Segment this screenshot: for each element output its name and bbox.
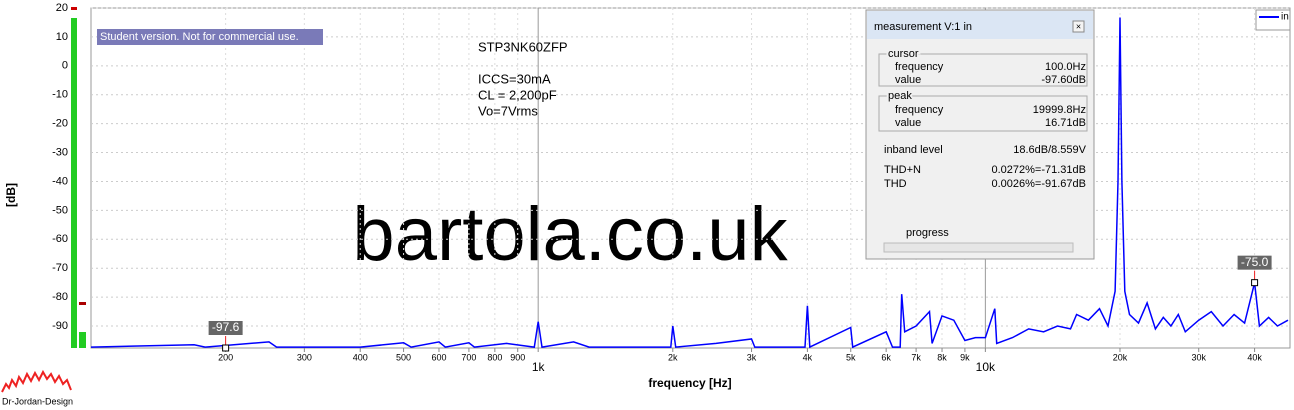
field-value: 0.0272%=-71.31dB: [992, 164, 1087, 176]
level-peak: [79, 302, 86, 305]
level-peak: [71, 7, 77, 10]
marker: [1251, 279, 1259, 287]
x-tick-label: 900: [510, 352, 525, 362]
legend-label: in: [1281, 12, 1289, 23]
y-tick-label: -70: [52, 262, 68, 274]
field-value: 16.71dB: [1045, 117, 1086, 129]
y-tick-label: 0: [62, 60, 68, 72]
y-tick-label: -30: [52, 146, 68, 158]
x-tick-label: 400: [353, 352, 368, 362]
marker: [222, 344, 230, 352]
level-meter: [71, 18, 77, 348]
field-label: inband level: [884, 144, 943, 156]
field-label: frequency: [895, 104, 944, 116]
plot-area: [90, 7, 1291, 349]
logo-mark: [1, 369, 72, 393]
y-tick-label: 10: [56, 31, 68, 43]
x-tick-label: 7k: [911, 352, 921, 362]
y-tick-label: 20: [56, 2, 68, 14]
field-label: value: [895, 74, 921, 86]
field-label: THD+N: [884, 164, 921, 176]
measurement-panel: measurement V:1 in × cursor frequency 10…: [865, 9, 1095, 260]
x-tick-label: 10k: [976, 360, 996, 374]
panel-titlebar: [867, 11, 1093, 39]
y-tick-label: -40: [52, 175, 68, 187]
annotation: Vo=7Vrms: [478, 103, 538, 118]
field-value: 19999.8Hz: [1033, 104, 1086, 116]
watermark: bartola.co.uk: [352, 192, 788, 277]
x-axis-label: frequency [Hz]: [648, 376, 731, 390]
x-tick-label: 6k: [881, 352, 891, 362]
field-value: 0.0026%=-91.67dB: [992, 178, 1087, 190]
marker-label-bg: [208, 321, 243, 335]
x-tick-label: 700: [461, 352, 476, 362]
group-title: peak: [888, 90, 912, 102]
y-tick-label: -50: [52, 204, 68, 216]
notice: Student version. Not for commercial use.: [100, 31, 299, 43]
annotation: ICCS=30mA: [478, 71, 551, 86]
x-tick-label: 8k: [937, 352, 947, 362]
group-title: cursor: [888, 48, 919, 60]
y-tick-label: -20: [52, 118, 68, 130]
field-label: THD: [884, 178, 907, 190]
y-axis-label: [dB]: [4, 183, 18, 207]
x-tick-label: 20k: [1113, 352, 1128, 362]
x-tick-label: 300: [297, 352, 312, 362]
field-label: value: [895, 117, 921, 129]
x-tick-label: 5k: [846, 352, 856, 362]
marker-label: -75.0: [1241, 255, 1269, 269]
y-tick-label: -60: [52, 233, 68, 245]
progress-label: progress: [906, 227, 949, 239]
progress-bar: [883, 242, 1074, 253]
panel-frame: [865, 9, 1095, 260]
group-box: [878, 53, 1088, 87]
x-tick-label: 600: [431, 352, 446, 362]
series-line: [90, 17, 1289, 349]
legend: [1255, 9, 1291, 31]
close-button[interactable]: [1072, 20, 1085, 33]
panel-title: measurement V:1 in: [874, 21, 972, 33]
x-tick-label: 3k: [747, 352, 757, 362]
x-tick-label: 30k: [1191, 352, 1206, 362]
x-tick-label: 40k: [1247, 352, 1262, 362]
level-meter: [79, 332, 86, 348]
x-tick-label: 4k: [803, 352, 813, 362]
x-tick-label: 2k: [668, 352, 678, 362]
y-tick-label: -80: [52, 291, 68, 303]
x-tick-label: 1k: [532, 360, 546, 374]
annotation: CL = 2,200pF: [478, 87, 557, 102]
marker-label: -97.6: [212, 320, 240, 334]
group-box: [878, 95, 1088, 132]
x-tick-label: 9k: [960, 352, 970, 362]
logo: Dr-Jordan-Design: [2, 396, 73, 406]
field-label: frequency: [895, 61, 944, 73]
field-value: 100.0Hz: [1045, 61, 1086, 73]
marker-label-bg: [1237, 255, 1272, 270]
notice-bg: [97, 29, 323, 45]
x-tick-label: 200: [218, 352, 233, 362]
field-value: -97.60dB: [1041, 74, 1086, 86]
close-icon[interactable]: ×: [1076, 21, 1081, 31]
y-tick-label: -90: [52, 320, 68, 332]
x-tick-label: 500: [396, 352, 411, 362]
field-value: 18.6dB/8.559V: [1013, 144, 1086, 156]
y-tick-label: -10: [52, 89, 68, 101]
annotation: STP3NK60ZFP: [478, 39, 568, 54]
x-tick-label: 800: [487, 352, 502, 362]
